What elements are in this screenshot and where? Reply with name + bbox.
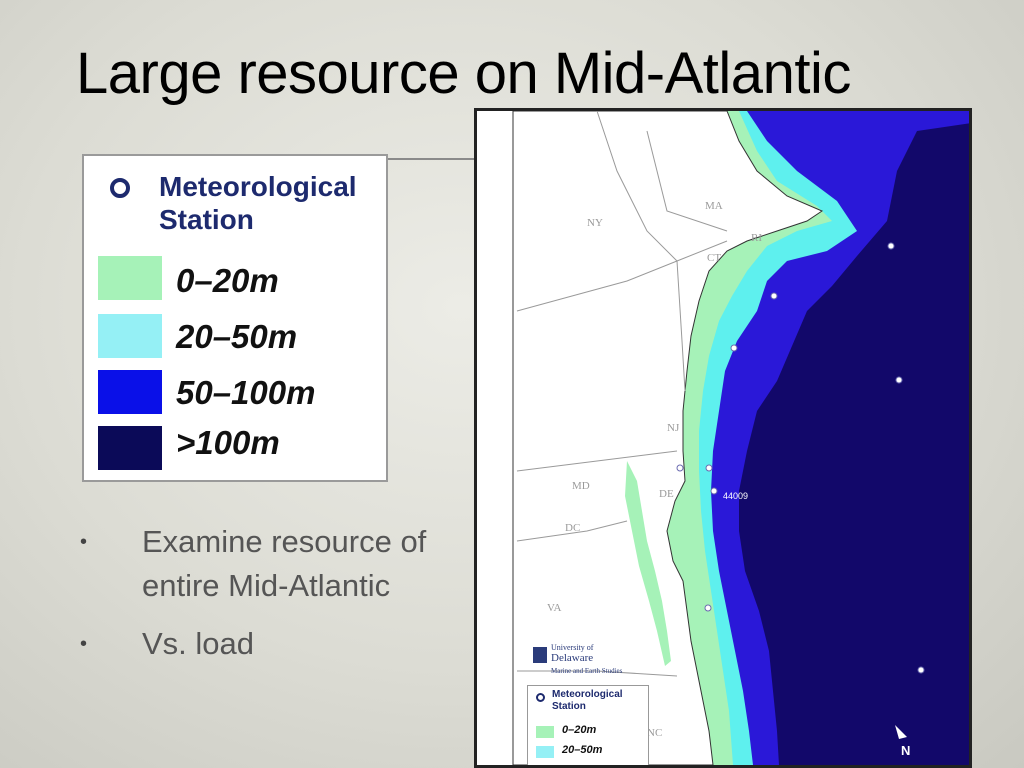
university-logo: University of Delaware Marine and Earth … <box>533 643 643 677</box>
state-label-va: VA <box>547 602 562 614</box>
inset-range-0-20: 0–20m <box>562 724 597 736</box>
bullet-text: Examine resource of entire Mid-Atlantic <box>142 524 427 603</box>
university-seal-icon <box>533 647 547 663</box>
bullet-dot-icon: • <box>80 633 88 655</box>
state-label-nc: NC <box>647 727 662 739</box>
depth-legend: Meteorological Station 0–20m 20–50m 50–1… <box>82 154 388 482</box>
bullet-list: • Examine resource of entire Mid-Atlanti… <box>80 520 450 680</box>
inset-station-marker-icon <box>536 693 545 702</box>
station-marker-icon <box>110 178 130 198</box>
map-canvas: NY MA CT RI NJ MD DE DC VA NC 44009 N <box>477 111 969 765</box>
bay-water <box>625 461 671 666</box>
legend-swatch-100-plus <box>98 426 162 470</box>
state-label-ri: RI <box>751 232 762 244</box>
legend-connector-line <box>388 158 474 160</box>
station-marker <box>704 604 712 612</box>
north-arrow-icon: N <box>895 725 910 758</box>
legend-range-0-20: 0–20m <box>176 262 279 299</box>
state-labels: NY MA CT RI NJ MD DE DC VA NC <box>547 200 762 739</box>
inset-legend: Meteorological Station 0–20m 20–50m <box>527 685 649 765</box>
state-label-nj: NJ <box>667 422 680 434</box>
legend-range-50-100: 50–100m <box>176 374 316 411</box>
logo-line2: Delaware <box>551 652 594 664</box>
station-marker <box>895 376 903 384</box>
logo-line3: Marine and Earth Studies <box>551 667 623 675</box>
bathymetry-map: NY MA CT RI NJ MD DE DC VA NC 44009 N <box>474 108 972 768</box>
station-marker <box>917 666 925 674</box>
station-marker <box>705 464 713 472</box>
bullet-dot-icon: • <box>80 531 88 553</box>
state-label-ct: CT <box>707 252 721 264</box>
inset-station-label: Meteorological Station <box>552 689 623 712</box>
inset-swatch-0-20 <box>536 726 554 738</box>
station-marker <box>710 487 718 495</box>
inset-swatch-20-50 <box>536 746 554 758</box>
legend-range-100-plus: >100m <box>176 424 280 461</box>
legend-swatch-20-50 <box>98 314 162 358</box>
station-marker <box>887 242 895 250</box>
legend-swatch-0-20 <box>98 256 162 300</box>
state-label-de: DE <box>659 488 674 500</box>
left-margin-strip <box>477 111 513 765</box>
bullet-text: Vs. load <box>142 626 255 661</box>
north-label: N <box>901 743 910 758</box>
station-markers <box>676 242 925 674</box>
bullet-item: • Examine resource of entire Mid-Atlanti… <box>80 520 450 608</box>
station-marker <box>730 344 738 352</box>
logo-line1: University of <box>551 643 594 652</box>
legend-range-20-50: 20–50m <box>176 318 298 355</box>
slide-title: Large resource on Mid-Atlantic <box>76 41 851 106</box>
station-marker <box>676 464 684 472</box>
legend-station-label: Meteorological Station <box>159 171 357 235</box>
state-label-ny: NY <box>587 217 603 229</box>
station-marker <box>770 292 778 300</box>
state-borders <box>516 111 728 677</box>
buoy-label: 44009 <box>723 491 748 501</box>
legend-swatch-50-100 <box>98 370 162 414</box>
state-label-md: MD <box>572 480 590 492</box>
inset-range-20-50: 20–50m <box>562 744 603 756</box>
land-area <box>512 111 824 765</box>
bullet-item: • Vs. load <box>80 622 450 666</box>
state-label-ma: MA <box>705 200 723 212</box>
state-label-dc: DC <box>565 522 580 534</box>
